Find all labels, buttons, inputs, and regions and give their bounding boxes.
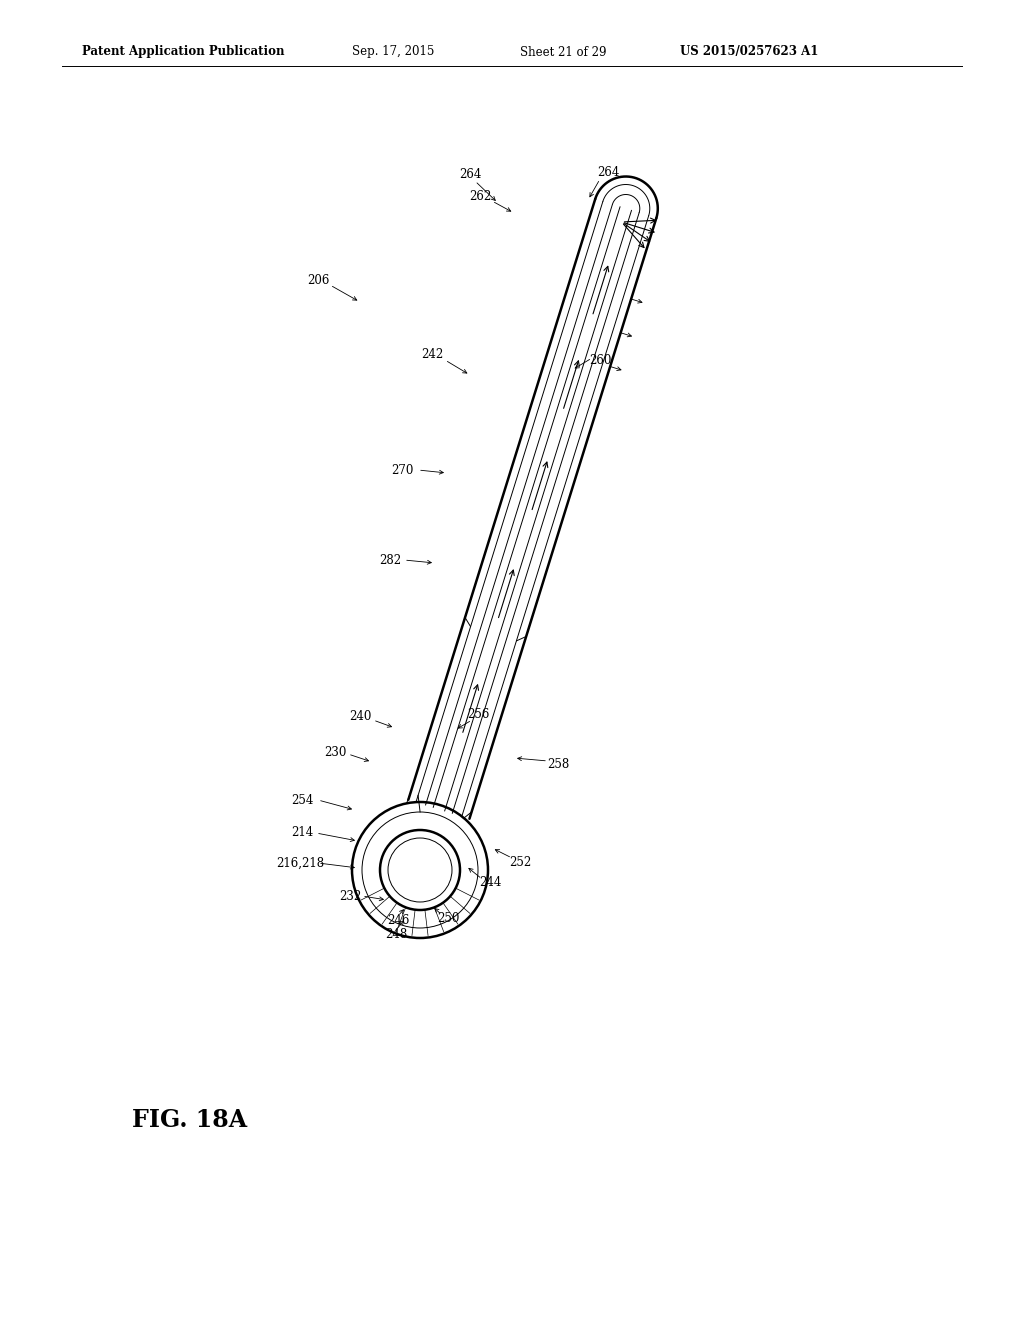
Text: 264: 264 <box>597 166 620 180</box>
Text: 264: 264 <box>459 169 481 181</box>
Text: 250: 250 <box>437 912 459 924</box>
Text: 206: 206 <box>307 273 329 286</box>
Text: 256: 256 <box>467 708 489 721</box>
Text: 232: 232 <box>339 890 361 903</box>
Text: Sheet 21 of 29: Sheet 21 of 29 <box>520 45 606 58</box>
Text: 270: 270 <box>391 463 414 477</box>
Text: 258: 258 <box>547 758 569 771</box>
Text: 260: 260 <box>589 354 611 367</box>
Text: 242: 242 <box>421 348 443 362</box>
Text: 240: 240 <box>349 710 371 722</box>
Text: US 2015/0257623 A1: US 2015/0257623 A1 <box>680 45 818 58</box>
Text: 230: 230 <box>324 746 346 759</box>
Text: 214: 214 <box>291 826 313 840</box>
Text: Sep. 17, 2015: Sep. 17, 2015 <box>352 45 434 58</box>
Text: 254: 254 <box>291 793 313 807</box>
Text: Patent Application Publication: Patent Application Publication <box>82 45 285 58</box>
Text: 282: 282 <box>379 553 401 566</box>
Text: 244: 244 <box>479 875 501 888</box>
Text: 262: 262 <box>469 190 492 202</box>
Text: 248: 248 <box>385 928 408 940</box>
Text: 246: 246 <box>387 913 410 927</box>
Text: FIG. 18A: FIG. 18A <box>132 1107 248 1133</box>
Text: 252: 252 <box>509 855 531 869</box>
Text: 216,218: 216,218 <box>275 857 324 870</box>
